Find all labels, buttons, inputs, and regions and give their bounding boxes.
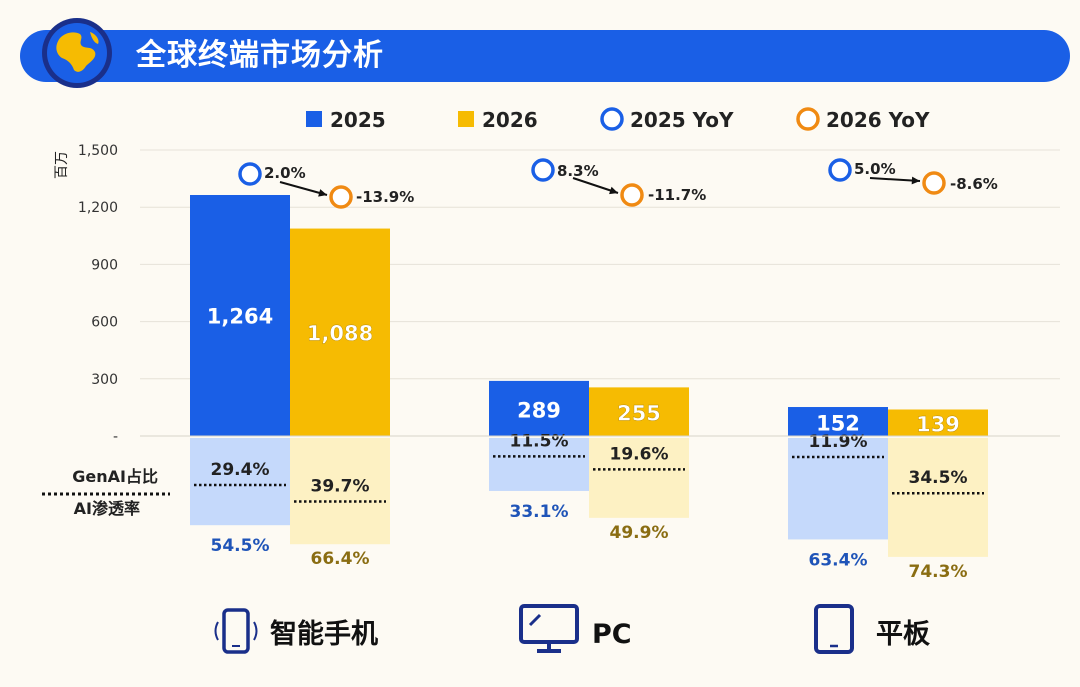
bar-2026 xyxy=(589,387,689,436)
yoy-label-2025: 2.0% xyxy=(264,164,306,182)
yoy-label-2025: 5.0% xyxy=(854,160,896,178)
yoy-arrow xyxy=(869,177,921,182)
y-tick-label: 900 xyxy=(91,257,118,273)
bar-value-label: 1,088 xyxy=(307,321,373,345)
bar-2026 xyxy=(290,228,390,436)
yoy-label-2026: -8.6% xyxy=(950,175,998,193)
legend-label: 2025 xyxy=(330,108,386,132)
monitor-icon-glare xyxy=(528,613,542,627)
genai-share-label: 39.7% xyxy=(311,477,370,497)
bar-value-label: 255 xyxy=(617,402,661,426)
yoy-marker-2025 xyxy=(531,158,555,182)
category-label: 智能手机 xyxy=(270,618,378,650)
genai-side-label: GenAI占比 xyxy=(72,467,158,486)
smartphone-icon-wave xyxy=(214,621,219,641)
genai-share-label: 19.6% xyxy=(610,444,669,464)
bar-2025 xyxy=(190,194,290,436)
y-tick-label: 600 xyxy=(91,315,118,331)
ai-penetration-bar-2026 xyxy=(589,438,689,518)
bar-value-label: 139 xyxy=(916,413,960,437)
tablet-icon xyxy=(814,604,854,654)
yoy-marker-2026 xyxy=(329,185,353,209)
genai-share-label: 11.5% xyxy=(510,431,569,451)
globe-icon xyxy=(42,18,112,88)
ai-side-label: AI渗透率 xyxy=(74,499,140,518)
ai-penetration-label: 33.1% xyxy=(510,502,569,522)
yoy-label-2026: -11.7% xyxy=(648,186,706,204)
ai-penetration-label: 54.5% xyxy=(211,536,270,556)
bar-value-label: 289 xyxy=(517,398,561,422)
yoy-arrowhead xyxy=(911,176,920,185)
bar-2025 xyxy=(788,407,888,436)
smartphone-icon-wave xyxy=(253,621,258,641)
genai-share-label: 11.9% xyxy=(809,432,868,452)
ai-penetration-bar-2026 xyxy=(888,438,988,557)
yoy-arrow xyxy=(279,181,328,196)
yoy-label-2025: 8.3% xyxy=(557,162,599,180)
bar-value-label: 1,264 xyxy=(207,304,273,328)
smartphone-icon xyxy=(222,608,250,654)
legend-swatch xyxy=(306,111,322,127)
ai-penetration-bar-2025 xyxy=(190,438,290,526)
y-axis-label: 百万 xyxy=(54,151,70,179)
ai-penetration-label: 49.9% xyxy=(610,523,669,543)
ai-penetration-label: 66.4% xyxy=(311,549,370,569)
yoy-marker-2025 xyxy=(828,158,852,182)
ai-penetration-bar-2025 xyxy=(788,438,888,540)
genai-share-label: 34.5% xyxy=(909,468,968,488)
ai-penetration-bar-2026 xyxy=(290,438,390,545)
yoy-marker-2026 xyxy=(922,171,946,195)
ai-penetration-label: 63.4% xyxy=(809,550,868,570)
legend-label: 2026 YoY xyxy=(826,108,930,132)
yoy-marker-2026 xyxy=(620,183,644,207)
yoy-marker-2025 xyxy=(238,162,262,186)
ai-penetration-label: 74.3% xyxy=(909,562,968,582)
y-tick-label: - xyxy=(113,429,118,445)
bar-value-label: 152 xyxy=(816,412,860,436)
page-title: 全球终端市场分析 xyxy=(136,38,384,73)
yoy-label-2026: -13.9% xyxy=(356,188,414,206)
yoy-arrowhead xyxy=(318,189,327,197)
category-label: 平板 xyxy=(876,619,930,650)
legend-marker xyxy=(796,107,820,131)
y-tick-label: 300 xyxy=(91,372,118,388)
y-tick-label: 1,500 xyxy=(78,143,118,159)
legend-marker xyxy=(600,107,624,131)
bar-2025 xyxy=(489,380,589,436)
legend-label: 2025 YoY xyxy=(630,108,734,132)
legend-label: 2026 xyxy=(482,108,538,132)
title-banner: 全球终端市场分析 xyxy=(20,30,1070,82)
category-label: PC xyxy=(592,619,632,650)
legend-swatch xyxy=(458,111,474,127)
ai-penetration-bar-2025 xyxy=(489,438,589,491)
genai-share-label: 29.4% xyxy=(211,460,270,480)
bar-2026 xyxy=(888,409,988,436)
y-tick-label: 1,200 xyxy=(78,200,118,216)
yoy-arrowhead xyxy=(609,186,618,195)
